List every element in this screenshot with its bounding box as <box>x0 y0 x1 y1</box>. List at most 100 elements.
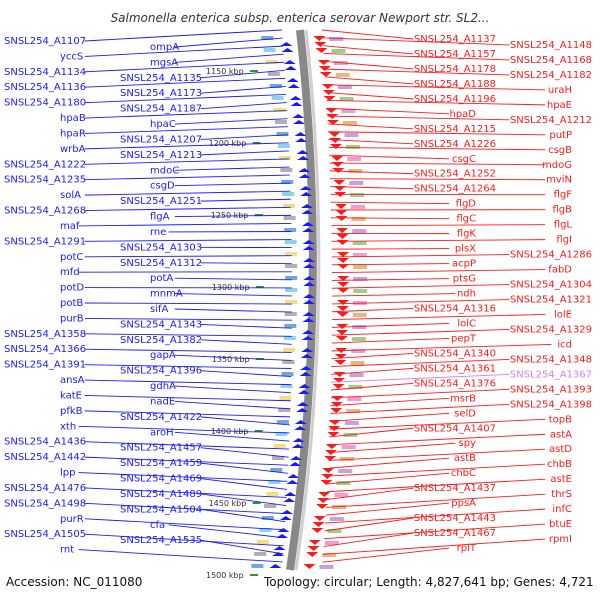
label-connector <box>325 502 450 516</box>
gene-label: SNSL254_A1137 <box>414 34 496 45</box>
cog-color-block <box>349 181 364 185</box>
cog-color-block <box>277 144 290 148</box>
gene-label: ptsG <box>453 274 476 285</box>
gene-label: xth <box>60 421 76 432</box>
label-connector <box>84 174 290 181</box>
label-connector <box>78 425 290 434</box>
plus-strand-arrow <box>302 318 315 322</box>
kbp-tick-label: 1450 kbp <box>209 499 247 508</box>
gene-label: SNSL254_A1436 <box>4 437 86 448</box>
gene-label: uraH <box>548 85 572 96</box>
plus-strand-arrow <box>299 186 312 190</box>
cog-color-block <box>327 529 342 533</box>
gene-label: SNSL254_A1178 <box>414 64 496 75</box>
label-connector <box>84 45 284 57</box>
gene-label: SNSL254_A1382 <box>120 335 202 346</box>
minus-strand-arrow <box>330 408 343 413</box>
label-connector <box>84 77 286 88</box>
plus-strand-arrow <box>299 372 312 376</box>
plus-strand-arrow <box>303 300 315 304</box>
gene-label: SNSL254_A1366 <box>4 344 86 355</box>
cog-color-block <box>279 156 292 160</box>
minus-strand-arrow <box>336 252 349 257</box>
gene-label: pfkB <box>60 406 83 417</box>
gene-label: ompA <box>150 42 179 53</box>
minus-strand-arrow <box>337 276 350 281</box>
cog-color-block <box>284 252 297 256</box>
plus-strand-arrow <box>295 138 308 142</box>
gene-label: SNSL254_A1207 <box>120 134 202 145</box>
label-connector <box>84 206 291 211</box>
cog-color-block <box>256 540 269 544</box>
label-connector <box>84 61 285 73</box>
label-connector <box>84 533 284 547</box>
label-connector <box>331 293 456 297</box>
plus-strand-arrow <box>291 444 304 448</box>
label-connector <box>174 385 291 394</box>
plus-strand-arrow <box>296 408 309 412</box>
plus-strand-arrow <box>280 42 293 46</box>
cog-color-block <box>352 253 367 257</box>
cog-color-block <box>340 457 355 461</box>
label-connector <box>322 37 510 46</box>
cog-color-block <box>261 36 274 40</box>
minus-strand-arrow <box>308 540 321 545</box>
cog-color-block <box>338 469 353 473</box>
gene-label: SNSL254_A1422 <box>120 412 202 423</box>
label-connector <box>174 166 290 171</box>
plus-strand-arrow <box>300 204 313 208</box>
gene-label: sifA <box>150 304 169 315</box>
gene-label: wrbA <box>60 144 86 155</box>
cog-color-block <box>349 373 364 377</box>
minus-strand-arrow <box>318 66 331 71</box>
minus-strand-arrow <box>329 144 342 149</box>
cog-color-block <box>251 564 264 568</box>
gene-label: SNSL254_A1469 <box>120 474 202 485</box>
cog-color-block <box>344 133 359 137</box>
cog-color-block <box>341 445 356 449</box>
label-connector <box>174 431 290 442</box>
label-connector <box>200 85 286 94</box>
plus-strand-arrow <box>296 402 309 406</box>
label-connector <box>328 139 414 145</box>
minus-strand-arrow <box>336 312 349 317</box>
plus-strand-arrow <box>300 192 313 196</box>
gene-label: astA <box>550 429 572 440</box>
gene-label: SNSL254_A1442 <box>4 452 86 463</box>
label-connector <box>331 248 450 250</box>
cog-color-block <box>282 204 295 208</box>
label-connector <box>331 358 510 367</box>
gene-label: mdoG <box>542 160 572 171</box>
gene-label: SNSL254_A1367 <box>510 369 592 380</box>
gene-label: SNSL254_A1182 <box>510 70 592 81</box>
plus-strand-arrow <box>303 276 316 280</box>
gene-label: nadE <box>150 396 175 407</box>
gene-label: SNSL254_A1264 <box>414 184 496 195</box>
label-connector <box>328 131 546 136</box>
label-connector <box>168 524 285 539</box>
cog-color-block <box>353 277 368 281</box>
cog-color-block <box>272 456 285 460</box>
minus-strand-arrow <box>327 432 340 437</box>
gene-label: SNSL254_A1107 <box>4 36 86 47</box>
gene-label: SNSL254_A1312 <box>120 258 202 269</box>
cog-color-block <box>266 492 279 496</box>
label-connector <box>174 118 288 125</box>
cog-color-block <box>284 312 297 316</box>
gene-label: lolE <box>554 309 572 320</box>
kbp-tick-label: 1500 kbp <box>206 571 244 580</box>
plus-strand-arrow <box>292 438 305 442</box>
cog-color-block <box>329 517 344 521</box>
plus-strand-arrow <box>303 258 316 262</box>
gene-label: mfd <box>60 267 80 278</box>
label-connector <box>331 308 414 313</box>
gene-label: purR <box>60 514 84 525</box>
label-connector <box>84 456 289 466</box>
minus-strand-arrow <box>335 336 348 341</box>
cog-color-block <box>352 241 367 245</box>
gene-label: hpaE <box>547 100 572 111</box>
label-connector <box>200 134 289 140</box>
label-connector <box>174 182 291 187</box>
cog-color-block <box>350 361 365 365</box>
